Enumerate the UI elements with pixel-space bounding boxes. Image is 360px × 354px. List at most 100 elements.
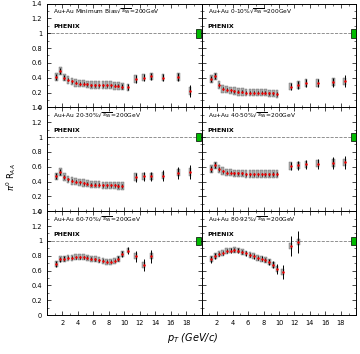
Bar	[218, 165, 220, 173]
Text: Au+Au 0-10%$\sqrt{s_{_{NN}}}$=200GeV: Au+Au 0-10%$\sqrt{s_{_{NN}}}$=200GeV	[208, 7, 292, 16]
Bar	[289, 243, 292, 249]
Bar	[260, 256, 263, 262]
Bar	[225, 169, 228, 176]
Bar	[117, 182, 120, 190]
Bar	[98, 181, 100, 188]
Bar	[256, 89, 259, 96]
Bar	[260, 170, 263, 178]
Bar	[82, 179, 85, 187]
Bar	[264, 257, 267, 263]
Bar	[237, 88, 240, 96]
Bar	[90, 81, 93, 89]
Bar	[162, 74, 164, 81]
Bar	[214, 73, 216, 80]
Bar	[343, 78, 346, 85]
Bar	[55, 173, 58, 180]
Bar	[249, 252, 251, 258]
Bar	[75, 79, 77, 87]
Bar	[210, 256, 213, 262]
Bar	[218, 81, 220, 89]
Text: Au+Au 80-92%$\sqrt{s_{_{NN}}}$=200GeV: Au+Au 80-92%$\sqrt{s_{_{NN}}}$=200GeV	[208, 214, 296, 224]
Bar	[245, 170, 247, 178]
Bar	[221, 250, 224, 256]
Bar	[82, 254, 85, 260]
Bar	[276, 170, 278, 178]
Bar	[109, 182, 112, 189]
Bar	[305, 161, 307, 168]
Bar	[59, 67, 62, 75]
Bar	[117, 256, 120, 262]
Bar	[233, 247, 236, 253]
Bar	[142, 74, 145, 81]
Bar	[98, 257, 100, 263]
Text: Au+Au 40-50%$\sqrt{s_{_{NN}}}$=200GeV: Au+Au 40-50%$\sqrt{s_{_{NN}}}$=200GeV	[208, 110, 296, 120]
Bar	[67, 176, 69, 183]
Bar	[249, 89, 251, 96]
Bar	[221, 85, 224, 92]
Bar	[233, 170, 236, 177]
Bar	[351, 29, 356, 38]
Bar	[196, 133, 201, 142]
Bar	[90, 256, 93, 262]
Bar	[272, 170, 275, 178]
Bar	[105, 81, 108, 89]
Bar	[276, 266, 278, 272]
Bar	[86, 81, 89, 88]
Bar	[63, 173, 66, 181]
Bar	[59, 168, 62, 176]
Text: PHENIX: PHENIX	[208, 128, 235, 133]
Bar	[75, 254, 77, 260]
Bar	[67, 255, 69, 261]
Bar	[332, 159, 334, 167]
Bar	[272, 90, 275, 97]
Bar	[268, 170, 271, 178]
Bar	[305, 79, 307, 87]
Bar	[102, 258, 104, 264]
Bar	[214, 253, 216, 259]
Bar	[316, 160, 319, 167]
Bar	[55, 73, 58, 81]
Text: Au+Au 20-30%$\sqrt{s_{_{NN}}}$=200GeV: Au+Au 20-30%$\sqrt{s_{_{NN}}}$=200GeV	[53, 110, 141, 120]
Bar	[177, 73, 180, 81]
Text: Au+Au Minimum Bias$\sqrt{s_{_{NN}}}$=200GeV: Au+Au Minimum Bias$\sqrt{s_{_{NN}}}$=200…	[53, 7, 160, 16]
Bar	[86, 255, 89, 261]
Text: Au+Au 60-70%$\sqrt{s_{_{NN}}}$=200GeV: Au+Au 60-70%$\sqrt{s_{_{NN}}}$=200GeV	[53, 214, 141, 224]
Bar	[225, 248, 228, 254]
Bar	[351, 237, 356, 245]
Bar	[229, 169, 232, 176]
Bar	[245, 251, 247, 256]
Bar	[86, 180, 89, 188]
Text: p$_{T}$ (GeV/c): p$_{T}$ (GeV/c)	[167, 331, 218, 345]
Bar	[63, 256, 66, 262]
Bar	[78, 254, 81, 260]
Bar	[196, 237, 201, 245]
Bar	[214, 161, 216, 169]
Bar	[256, 255, 259, 261]
Bar	[121, 83, 123, 90]
Bar	[142, 262, 145, 268]
Bar	[297, 239, 300, 245]
Bar	[276, 90, 278, 98]
Bar	[241, 249, 244, 255]
Bar	[221, 167, 224, 175]
Bar	[351, 133, 356, 142]
Bar	[121, 182, 123, 190]
Bar	[113, 258, 116, 264]
Bar	[102, 182, 104, 189]
Bar	[225, 86, 228, 93]
Bar	[71, 78, 73, 85]
Bar	[150, 173, 153, 180]
Text: PHENIX: PHENIX	[53, 24, 80, 29]
Bar	[134, 75, 137, 83]
Bar	[105, 182, 108, 189]
Bar	[233, 87, 236, 95]
Bar	[67, 76, 69, 84]
Bar	[189, 168, 192, 176]
Text: PHENIX: PHENIX	[53, 128, 80, 133]
Bar	[241, 170, 244, 177]
Bar	[256, 170, 259, 178]
Bar	[113, 82, 116, 90]
Bar	[268, 259, 271, 265]
Bar	[289, 83, 292, 90]
Bar	[63, 74, 66, 81]
